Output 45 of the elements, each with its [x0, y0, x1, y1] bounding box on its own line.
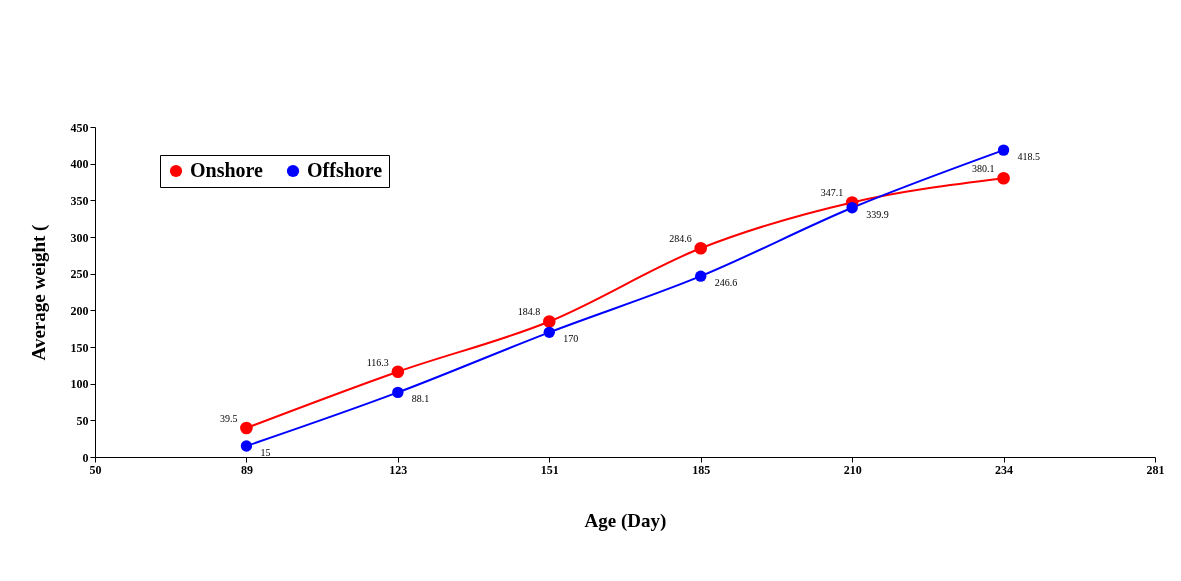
data-label: 15 [260, 447, 271, 458]
y-tick-label: 0 [82, 450, 89, 465]
y-tick-label: 300 [70, 230, 89, 245]
data-label: 418.5 [1017, 151, 1041, 163]
point [997, 171, 1010, 185]
y-tick-label: 250 [70, 267, 89, 282]
y-axis-title: Average weight ( [27, 224, 50, 361]
y-tick-label: 400 [70, 157, 89, 172]
point [391, 365, 405, 379]
y-tick-label: 450 [70, 120, 89, 135]
y-tick-label: 50 [76, 413, 89, 428]
point [543, 326, 555, 339]
x-tick-label: 89 [240, 462, 253, 477]
point [542, 315, 556, 328]
x-tick-label: 210 [843, 462, 862, 477]
data-label: 347.1 [820, 187, 844, 199]
data-label: 339.9 [866, 208, 889, 220]
x-tick-label: 151 [540, 462, 559, 477]
data-label: 246.6 [714, 277, 738, 289]
point [240, 421, 253, 435]
x-tick-label: 123 [389, 462, 408, 477]
point [240, 440, 253, 452]
data-label: 184.8 [517, 306, 541, 318]
point [695, 270, 707, 282]
data-label: 170 [563, 333, 579, 345]
legend-label: Onshore [190, 159, 264, 181]
point [392, 386, 404, 399]
data-label: 284.6 [669, 233, 692, 245]
x-tick-label: 281 [1146, 462, 1165, 477]
x-axis-title: Age (Day) [584, 509, 667, 532]
point [846, 202, 858, 214]
x-tick-label: 234 [995, 462, 1014, 477]
data-label: 88.1 [411, 393, 430, 405]
legend-label: Offshore [307, 159, 383, 181]
y-tick-label: 200 [70, 303, 89, 318]
data-label: 116.3 [366, 356, 389, 368]
y-tick-label: 150 [70, 340, 89, 355]
x-tick-label: 50 [89, 462, 102, 477]
point [694, 241, 708, 255]
data-label: 39.5 [219, 413, 238, 425]
point [997, 144, 1010, 156]
data-label: 380.1 [972, 163, 995, 175]
y-tick-label: 350 [70, 193, 89, 208]
x-tick-label: 185 [692, 462, 711, 477]
y-tick-label: 100 [70, 377, 89, 392]
